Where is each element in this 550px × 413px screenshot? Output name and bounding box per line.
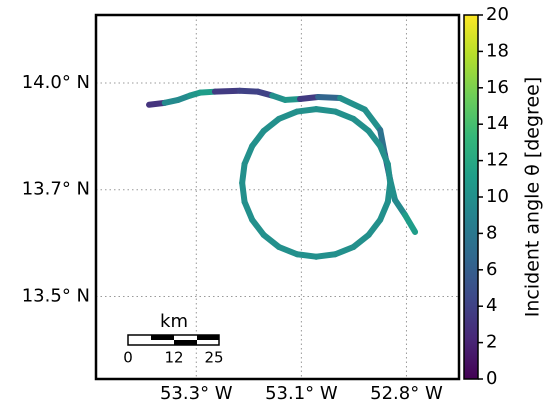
track-segment [249,127,267,150]
y-tick-label: 13.7° N [22,179,90,200]
track-segment [402,211,419,235]
x-tick-label: 52.8° W [370,383,443,404]
scale-label: 0 [123,349,133,367]
colorbar-label: Incident angle θ [degree] [522,77,544,317]
track-segment [365,216,384,238]
scale-label: 25 [204,349,223,367]
track-segment [313,106,339,115]
scale-block [174,340,197,345]
track-segment [391,196,409,218]
track-segment [239,160,248,186]
track-segment [294,251,320,260]
track-segment [337,94,368,113]
track-segment [249,216,267,238]
track-segment [350,231,372,250]
track-segment [236,87,261,95]
track-segment [241,198,256,223]
track-segment [332,243,357,258]
colorbar-tick-label: 12 [486,150,509,171]
x-tick-label: 53.1° W [265,383,338,404]
colorbar-tick-label: 0 [486,368,497,389]
x-tick-label: 53.3° W [160,383,233,404]
colorbar [463,14,479,380]
scale-label: 12 [164,349,183,367]
y-tick-label: 13.5° N [22,285,90,306]
track-segment [275,243,301,258]
y-tick-label: 14.0° N [22,72,90,93]
scale-unit: km [160,311,188,332]
track-segment [315,94,344,101]
track-segment [260,115,282,134]
colorbar-tick-label: 20 [486,4,509,25]
track-segment [239,179,248,205]
colorbar-tick-label: 6 [486,259,497,280]
track-segment [241,143,256,167]
track-segment [275,108,301,122]
colorbar-tick-label: 16 [486,77,509,98]
colorbar-tick-label: 2 [486,332,497,353]
colorbar-tick-label: 8 [486,222,497,243]
scale-block [197,335,219,340]
track-segment [365,127,384,150]
scale-bar: km 0 12 25 [123,311,223,367]
track-segment [384,160,394,186]
track-segment [377,198,391,223]
scale-block [151,335,174,340]
track-segment [350,115,372,134]
track-segment [296,94,322,102]
colorbar-tick-label: 18 [486,40,509,61]
colorbar-tick-label: 14 [486,113,509,134]
track-segment [211,87,243,95]
track-segment [332,108,357,122]
track-segment [313,251,339,260]
track-segment [361,106,384,134]
colorbar-tick-label: 10 [486,186,509,207]
plot-frame [94,13,461,381]
track-segment [377,143,391,167]
track-segment [260,231,282,250]
track-segment [294,106,320,115]
colorbar-tick-label: 4 [486,295,497,316]
track-segment [384,179,394,205]
